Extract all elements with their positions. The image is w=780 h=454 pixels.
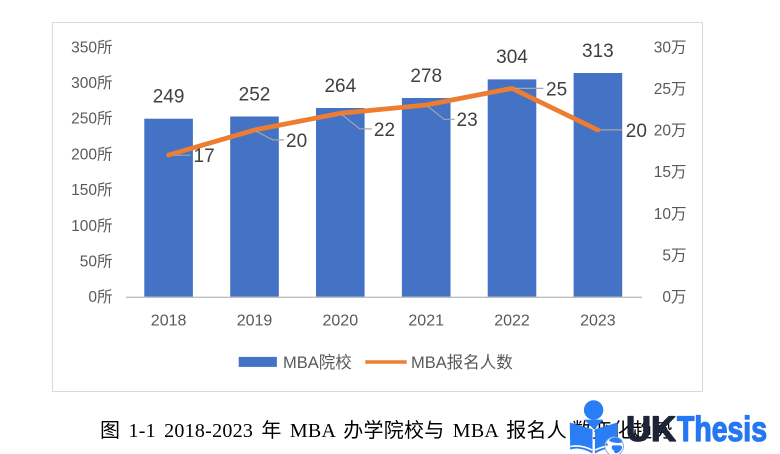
svg-text:250所: 250所: [71, 110, 112, 128]
svg-text:22: 22: [374, 120, 395, 141]
svg-text:2020: 2020: [323, 313, 359, 330]
svg-text:Thesis: Thesis: [677, 410, 767, 449]
svg-text:10万: 10万: [654, 206, 687, 223]
svg-text:350所: 350所: [71, 38, 112, 56]
svg-text:50所: 50所: [80, 252, 113, 270]
svg-text:2019: 2019: [237, 313, 273, 330]
svg-text:0万: 0万: [662, 289, 686, 306]
svg-text:313: 313: [582, 41, 614, 62]
svg-text:2022: 2022: [494, 313, 530, 330]
svg-text:20: 20: [286, 131, 307, 152]
svg-text:249: 249: [153, 87, 185, 108]
svg-text:0所: 0所: [88, 288, 112, 306]
svg-text:30万: 30万: [654, 39, 687, 56]
svg-text:20万: 20万: [654, 123, 687, 140]
svg-text:5万: 5万: [662, 248, 686, 265]
svg-text:304: 304: [496, 47, 528, 68]
svg-text:150所: 150所: [71, 181, 112, 199]
svg-text:25万: 25万: [654, 81, 687, 98]
svg-text:2018: 2018: [151, 313, 187, 330]
svg-text:15万: 15万: [654, 164, 687, 181]
svg-text:MBA报名人数: MBA报名人数: [411, 353, 513, 372]
svg-text:UK: UK: [626, 410, 676, 449]
svg-text:17: 17: [194, 146, 215, 167]
svg-text:2023: 2023: [580, 313, 616, 330]
svg-text:MBA院校: MBA院校: [283, 353, 352, 372]
svg-text:264: 264: [324, 76, 356, 97]
svg-text:252: 252: [239, 84, 271, 105]
svg-text:278: 278: [410, 66, 442, 87]
svg-text:20: 20: [626, 121, 647, 142]
svg-text:图 1-1 2018-2023 年 MBA 办学院校与 MB: 图 1-1 2018-2023 年 MBA 办学院校与 MBA 报名人: [100, 419, 567, 442]
svg-text:25: 25: [546, 79, 567, 100]
svg-text:200所: 200所: [71, 145, 112, 163]
svg-text:2021: 2021: [408, 313, 444, 330]
svg-text:300所: 300所: [71, 74, 112, 92]
svg-text:100所: 100所: [71, 217, 112, 235]
svg-text:23: 23: [457, 110, 478, 131]
